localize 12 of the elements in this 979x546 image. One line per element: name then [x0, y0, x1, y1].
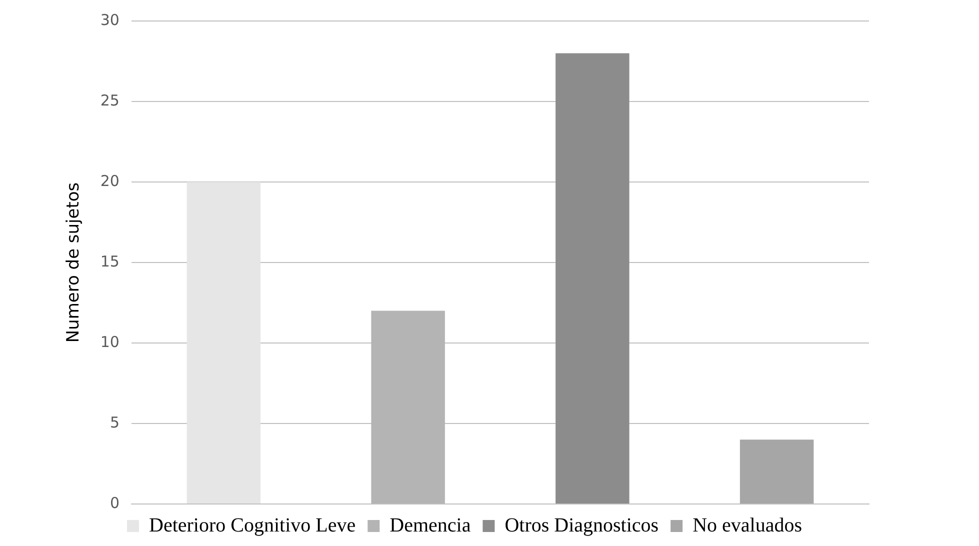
y-tick-label: 20	[100, 172, 120, 190]
y-tick-label: 25	[100, 91, 120, 110]
legend-label: Deterioro Cognitivo Leve	[149, 514, 356, 536]
y-tick-label: 5	[110, 413, 120, 432]
y-tick-label: 10	[100, 332, 120, 351]
legend-label: No evaluados	[692, 514, 802, 536]
legend-label: Otros Diagnosticos	[504, 514, 659, 536]
legend-label: Demencia	[390, 514, 471, 536]
y-tick-label: 15	[100, 252, 120, 270]
y-axis-title: Numero de sujetos	[64, 182, 84, 343]
y-tick-label: 30	[100, 10, 120, 29]
y-tick-label: 0	[110, 494, 120, 512]
